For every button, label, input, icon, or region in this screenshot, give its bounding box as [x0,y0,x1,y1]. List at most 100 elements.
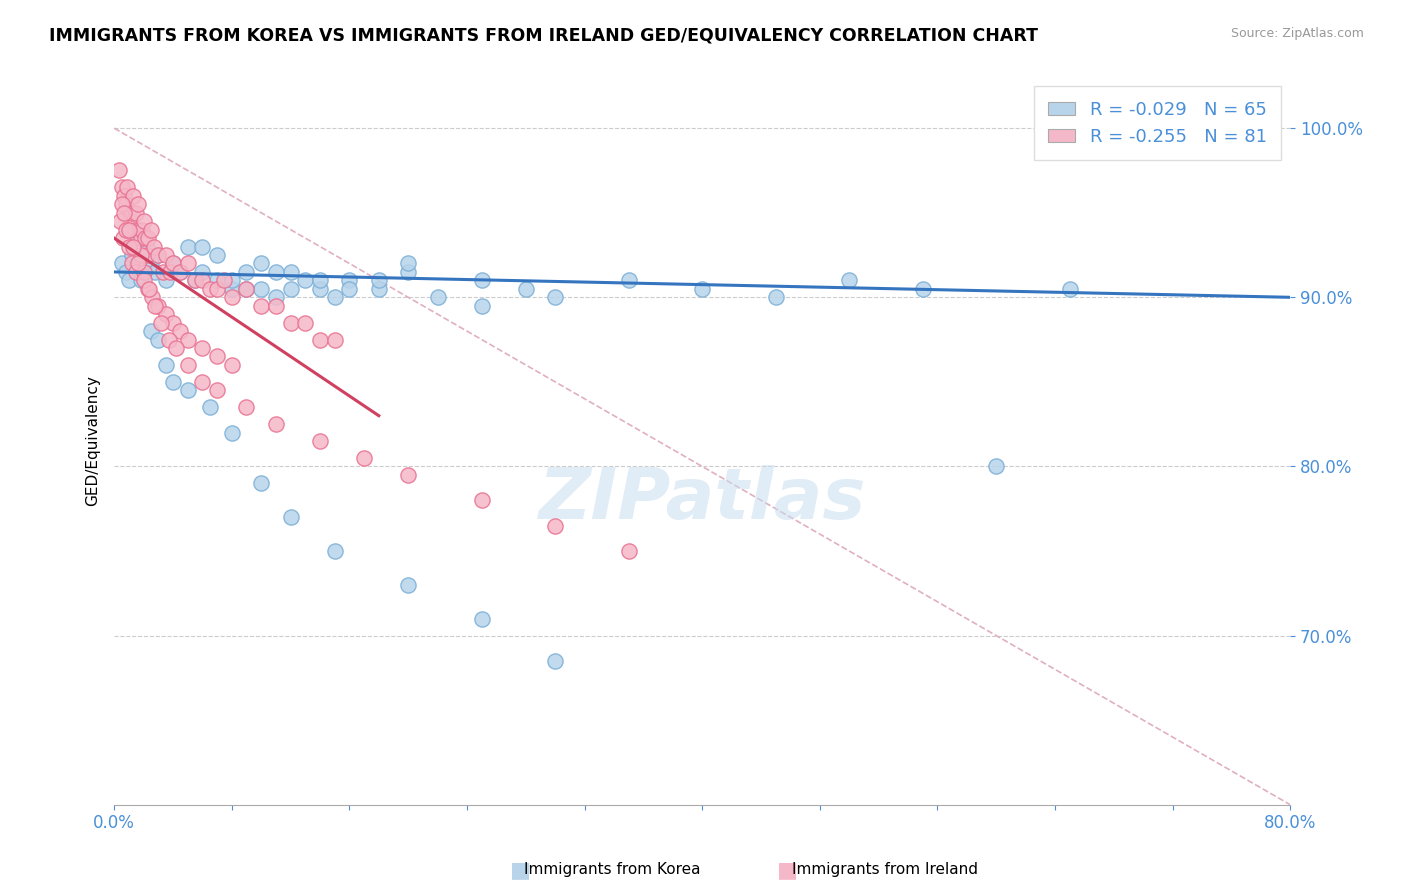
Point [471,493,494,508]
Point [132,265,155,279]
Point [162,256,184,270]
Point [184,273,207,287]
Point [155,307,177,321]
Point [221,282,243,296]
Point [127,197,149,211]
Point [353,450,375,465]
Point [250,299,273,313]
Point [323,333,346,347]
Point [396,467,419,482]
Point [150,316,173,330]
Point [309,333,332,347]
Point [280,510,302,524]
Point [235,265,257,279]
Point [121,256,143,270]
Point [426,290,449,304]
Point [169,324,191,338]
Point [264,265,287,279]
Point [323,544,346,558]
Point [139,256,162,270]
Point [129,231,152,245]
Point [191,375,214,389]
Point [125,265,148,279]
Point [117,180,139,194]
Point [155,248,177,262]
Point [280,316,302,330]
Point [176,384,198,398]
Point [205,350,228,364]
Point [617,273,640,287]
Point [122,189,145,203]
Point [205,273,228,287]
Y-axis label: GED/Equivalency: GED/Equivalency [86,376,100,507]
Point [155,358,177,372]
Point [367,273,389,287]
Text: Immigrants from Korea: Immigrants from Korea [524,863,702,877]
Point [396,265,419,279]
Point [129,273,152,287]
Point [169,265,191,279]
Point [309,273,332,287]
Point [309,434,332,448]
Point [148,248,170,262]
Text: ■: ■ [510,860,530,880]
Point [323,290,346,304]
Point [157,333,180,347]
Point [155,273,177,287]
Point [191,265,214,279]
Point [125,231,148,245]
Point [367,282,389,296]
Point [162,316,184,330]
Point [250,282,273,296]
Point [122,239,145,253]
Point [143,299,166,313]
Point [132,273,155,287]
Point [396,578,419,592]
Point [165,341,187,355]
Point [135,239,157,253]
Point [121,248,143,262]
Point [169,265,191,279]
Point [191,239,214,253]
Point [198,282,221,296]
Point [544,518,567,533]
Point [138,282,160,296]
Point [131,222,153,236]
Point [221,273,243,287]
Point [142,239,165,253]
Point [191,341,214,355]
Point [125,205,148,219]
Point [214,273,236,287]
Point [337,273,360,287]
Point [184,273,207,287]
Point [544,654,567,668]
Point [121,205,143,219]
Point [280,282,302,296]
Point [162,375,184,389]
Point [110,197,132,211]
Point [148,299,170,313]
Text: ZIPatlas: ZIPatlas [538,465,866,533]
Point [176,358,198,372]
Point [280,265,302,279]
Point [294,273,316,287]
Point [471,273,494,287]
Legend: R = -0.029   N = 65, R = -0.255   N = 81: R = -0.029 N = 65, R = -0.255 N = 81 [1033,87,1281,161]
Point [264,299,287,313]
Point [221,290,243,304]
Point [135,248,157,262]
Point [471,612,494,626]
Point [250,256,273,270]
Point [120,214,142,228]
Point [838,273,860,287]
Point [911,282,934,296]
Point [515,282,537,296]
Point [118,205,141,219]
Point [127,256,149,270]
Point [118,222,141,236]
Point [148,248,170,262]
Point [136,282,159,296]
Point [134,231,156,245]
Point [250,476,273,491]
Point [294,316,316,330]
